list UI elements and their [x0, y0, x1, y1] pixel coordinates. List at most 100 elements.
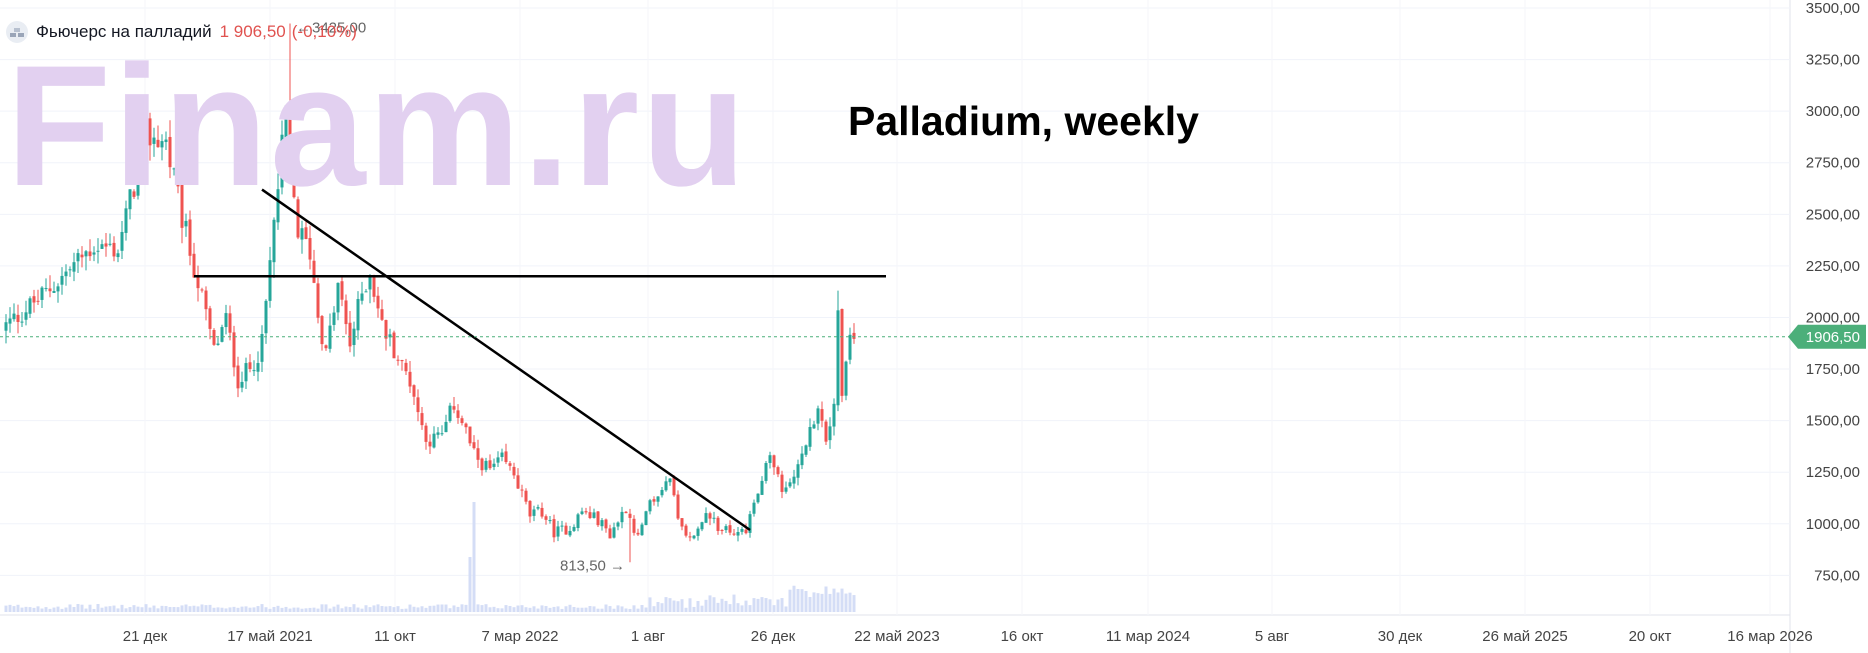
volume-bar: [32, 607, 36, 612]
volume-bar: [104, 606, 108, 612]
candle-body: [824, 421, 828, 442]
volume-bar: [472, 502, 476, 612]
volume-bar: [436, 604, 440, 612]
candle-body: [360, 293, 364, 301]
volume-bar: [788, 589, 792, 612]
candle-body: [420, 413, 424, 426]
volume-bar: [328, 608, 332, 612]
volume-bar: [832, 588, 836, 612]
candle-body: [640, 524, 644, 536]
volume-bar: [600, 608, 604, 612]
candle-body: [156, 139, 160, 148]
volume-bar: [768, 599, 772, 612]
volume-bar: [228, 607, 232, 612]
volume-bar: [424, 607, 428, 612]
volume-bar: [500, 608, 504, 612]
candle-body: [564, 525, 568, 535]
candle-body: [792, 476, 796, 484]
candle-body: [72, 262, 76, 272]
volume-bar: [52, 607, 56, 612]
candle-body: [820, 409, 824, 421]
volume-bar: [800, 589, 804, 612]
volume-bar: [240, 606, 244, 612]
volume-bar: [784, 606, 788, 612]
volume-bar: [608, 606, 612, 612]
candle-body: [544, 516, 548, 520]
volume-bar: [132, 605, 136, 612]
candle-body: [672, 477, 676, 496]
candle-body: [604, 519, 608, 529]
candle-body: [280, 134, 284, 188]
candle-body: [708, 513, 712, 519]
candle-body: [684, 525, 688, 536]
candle-body: [784, 487, 788, 492]
volume-bar: [620, 606, 624, 612]
candle-body: [668, 478, 672, 483]
volume-bar: [468, 557, 472, 612]
candle-body: [16, 314, 20, 322]
candle-body: [12, 313, 16, 320]
candle-body: [296, 199, 300, 238]
high-arrow-icon: ←: [296, 19, 311, 36]
candle-body: [832, 403, 836, 427]
candle-body: [304, 227, 308, 240]
candle-body: [404, 362, 408, 372]
volume-bar: [80, 604, 84, 612]
candle-body: [412, 385, 416, 397]
candle-body: [96, 250, 100, 252]
volume-bar: [248, 607, 252, 612]
candle-body: [60, 275, 64, 285]
volume-bar: [152, 605, 156, 612]
candle-body: [40, 287, 44, 300]
volume-bar: [576, 607, 580, 612]
volume-bar: [56, 606, 60, 612]
candle-body: [316, 283, 320, 318]
y-tick-label: 3500,00: [1806, 0, 1860, 17]
candle-body: [100, 244, 104, 249]
candle-body: [104, 243, 108, 247]
candle-body: [664, 481, 668, 491]
volume-bar: [556, 606, 560, 612]
volume-bar: [312, 607, 316, 612]
volume-bar: [384, 606, 388, 612]
candle-body: [136, 161, 140, 196]
volume-bar: [268, 608, 272, 612]
candle-body: [164, 139, 168, 143]
candle-body: [636, 532, 640, 535]
volume-bar: [464, 604, 468, 612]
candle-body: [368, 277, 372, 290]
candle-body: [8, 318, 12, 324]
volume-bar: [48, 608, 52, 612]
volume-bar: [252, 607, 256, 612]
volume-bar: [208, 604, 212, 612]
candle-body: [436, 432, 440, 435]
y-tick-label: 1000,00: [1806, 516, 1860, 533]
candle-body: [748, 514, 752, 533]
volume-bar: [676, 601, 680, 612]
y-tick-label: 1750,00: [1806, 361, 1860, 378]
candle-body: [88, 251, 92, 257]
volume-bar: [360, 608, 364, 612]
volume-bar: [392, 607, 396, 612]
candle-body: [200, 289, 204, 291]
instrument-header[interactable]: Фьючерс на палладий 1 906,50 (-0,10%): [6, 19, 357, 45]
candle-body: [32, 296, 36, 303]
volume-bar: [804, 591, 808, 612]
volume-bar: [20, 607, 24, 612]
candle-body: [576, 514, 580, 529]
candle-body: [64, 271, 68, 277]
volume-bar: [740, 605, 744, 612]
volume-bar: [540, 605, 544, 612]
chart-title: Palladium, weekly: [848, 98, 1199, 144]
volume-bar: [512, 607, 516, 612]
candle-body: [36, 300, 40, 302]
volume-bar: [184, 604, 188, 612]
volume-bar: [76, 604, 80, 612]
candle-body: [68, 269, 72, 271]
x-tick-label: 11 мар 2024: [1106, 628, 1190, 645]
volume-bar: [776, 599, 780, 612]
x-tick-label: 30 дек: [1378, 628, 1423, 645]
low-arrow-icon: →: [610, 557, 625, 574]
candle-body: [716, 517, 720, 531]
